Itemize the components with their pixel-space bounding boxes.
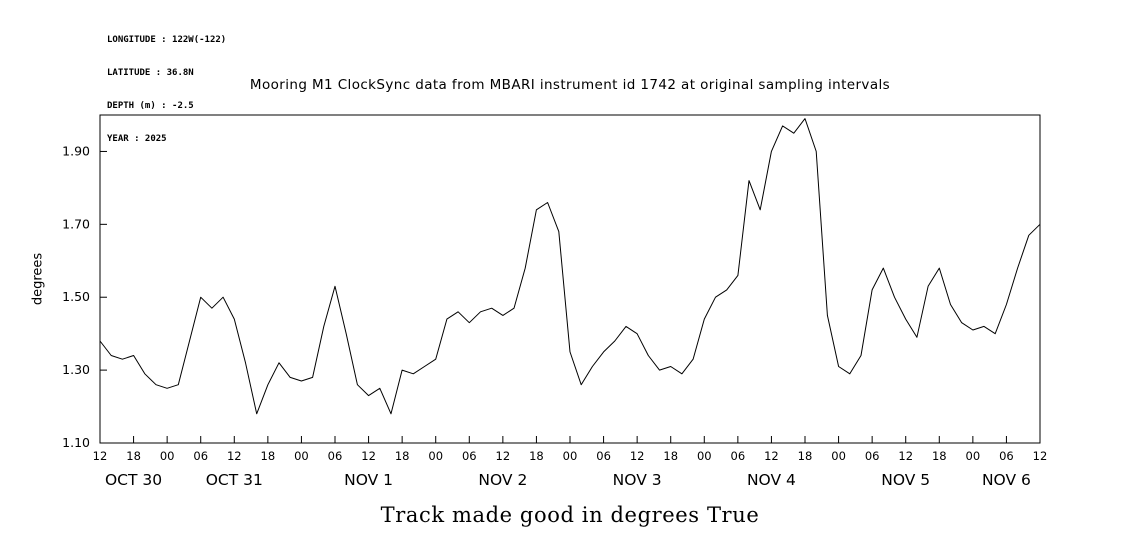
x-tick-label: 06 [462, 449, 477, 463]
x-tick-label: 00 [294, 449, 309, 463]
depth-label: DEPTH (m) : -2.5 [107, 101, 194, 111]
y-tick-label: 1.10 [62, 435, 90, 450]
x-tick-label: 18 [395, 449, 410, 463]
date-label: NOV 2 [478, 471, 527, 489]
x-tick-label: 00 [160, 449, 175, 463]
x-tick-label: 12 [227, 449, 242, 463]
x-tick-label: 00 [428, 449, 443, 463]
x-tick-label: 12 [898, 449, 913, 463]
x-tick-label: 12 [93, 449, 108, 463]
x-tick-label: 18 [261, 449, 276, 463]
data-line [99, 118, 1041, 415]
x-tick-label: 18 [126, 449, 141, 463]
x-tick-label: 18 [529, 449, 544, 463]
x-tick-label: 00 [966, 449, 981, 463]
y-tick-label: 1.90 [62, 143, 90, 158]
plot-frame [99, 114, 1041, 444]
x-tick-label: 18 [798, 449, 813, 463]
x-tick-label: 06 [596, 449, 611, 463]
y-tick-label: 1.70 [62, 216, 90, 231]
longitude-label: LONGITUDE : 122W(-122) [107, 35, 227, 45]
date-label: NOV 5 [881, 471, 930, 489]
x-tick-label: 12 [630, 449, 645, 463]
y-tick-label: 1.30 [62, 362, 90, 377]
x-axis-title: Track made good in degrees True [380, 503, 760, 527]
date-label: OCT 31 [206, 471, 263, 489]
x-tick-label: 06 [999, 449, 1014, 463]
date-label: OCT 30 [105, 471, 162, 489]
date-label: NOV 4 [747, 471, 796, 489]
x-tick-label: 18 [663, 449, 678, 463]
date-label: NOV 6 [982, 471, 1031, 489]
x-tick-label: 00 [697, 449, 712, 463]
x-tick-label: 18 [932, 449, 947, 463]
year-label: YEAR : 2025 [107, 134, 167, 144]
header-info-block: LONGITUDE : 122W(-122) LATITUDE : 36.8N … [107, 13, 226, 156]
date-label: NOV 1 [344, 471, 393, 489]
x-tick-label: 06 [193, 449, 208, 463]
plot-title: Mooring M1 ClockSync data from MBARI ins… [249, 77, 891, 93]
y-tick-label: 1.50 [62, 289, 90, 304]
x-tick-label: 00 [831, 449, 846, 463]
x-tick-label: 06 [865, 449, 880, 463]
x-tick-label: 06 [328, 449, 343, 463]
x-tick-label: 00 [563, 449, 578, 463]
x-tick-label: 12 [496, 449, 511, 463]
x-tick-label: 12 [1033, 449, 1048, 463]
x-tick-label: 06 [731, 449, 746, 463]
x-tick-label: 12 [764, 449, 779, 463]
x-tick-label: 12 [361, 449, 376, 463]
date-label: NOV 3 [613, 471, 662, 489]
latitude-label: LATITUDE : 36.8N [107, 68, 194, 78]
